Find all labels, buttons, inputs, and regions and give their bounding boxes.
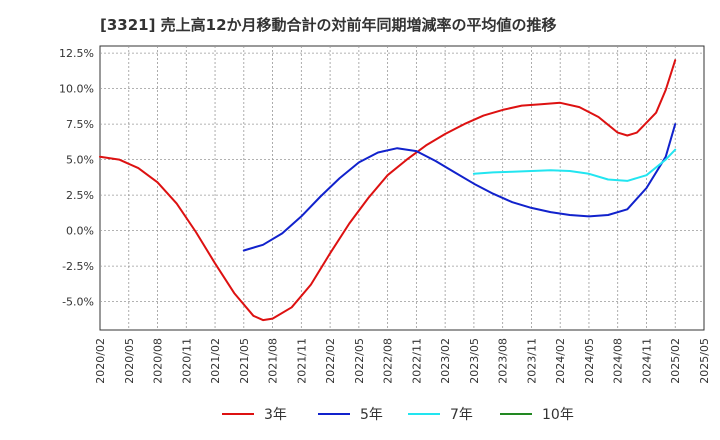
series-lines bbox=[99, 59, 677, 322]
x-tick-label: 2020/05 bbox=[123, 338, 136, 384]
x-tick-label: 2020/02 bbox=[94, 338, 107, 384]
legend: 3年 5年 7年 10年 bbox=[222, 407, 574, 423]
axis-tick-labels: 2020/02 2020/05 2020/08 2020/11 2021/02 2021/… bbox=[59, 47, 711, 384]
x-tick-label: 2024/08 bbox=[612, 338, 625, 384]
y-tick-label: -2.5% bbox=[62, 260, 94, 273]
x-tick-label: 2024/05 bbox=[583, 338, 596, 384]
x-tick-label: 2023/08 bbox=[497, 338, 510, 384]
series-line-3年 bbox=[99, 59, 677, 322]
series-line-5年 bbox=[242, 123, 677, 252]
x-tick-label: 2020/11 bbox=[180, 338, 193, 384]
chart-title: [3321] 売上高12か月移動合計の対前年同期増減率の平均値の推移 bbox=[100, 16, 557, 34]
x-tick-label: 2021/02 bbox=[209, 338, 222, 384]
x-tick-label: 2022/02 bbox=[324, 338, 337, 384]
y-tick-label: 5.0% bbox=[66, 154, 94, 167]
x-tick-label: 2024/11 bbox=[640, 338, 653, 384]
y-tick-label: -5.0% bbox=[62, 296, 94, 309]
x-tick-label: 2022/08 bbox=[382, 338, 395, 384]
y-tick-label: 10.0% bbox=[59, 83, 94, 96]
series-line-7年 bbox=[472, 148, 677, 182]
legend-label: 7年 bbox=[450, 407, 473, 423]
legend-label: 5年 bbox=[360, 407, 383, 423]
x-tick-label: 2025/02 bbox=[669, 338, 682, 384]
x-tick-label: 2023/02 bbox=[439, 338, 452, 384]
x-tick-label: 2021/05 bbox=[238, 338, 251, 384]
grid-lines bbox=[100, 46, 704, 330]
x-tick-label: 2020/08 bbox=[152, 338, 165, 384]
x-tick-label: 2023/05 bbox=[468, 338, 481, 384]
x-tick-label: 2025/05 bbox=[698, 338, 711, 384]
legend-label: 3年 bbox=[264, 407, 287, 423]
y-tick-label: 7.5% bbox=[66, 118, 94, 131]
y-tick-label: 2.5% bbox=[66, 189, 94, 202]
y-tick-label: 0.0% bbox=[66, 225, 94, 238]
x-tick-label: 2022/11 bbox=[410, 338, 423, 384]
legend-label: 10年 bbox=[542, 407, 574, 423]
x-tick-label: 2021/11 bbox=[295, 338, 308, 384]
x-tick-label: 2023/11 bbox=[525, 338, 538, 384]
plot-area bbox=[99, 45, 705, 331]
x-tick-label: 2024/02 bbox=[554, 338, 567, 384]
x-tick-label: 2021/08 bbox=[267, 338, 280, 384]
y-tick-label: 12.5% bbox=[59, 47, 94, 60]
x-tick-label: 2022/05 bbox=[353, 338, 366, 384]
